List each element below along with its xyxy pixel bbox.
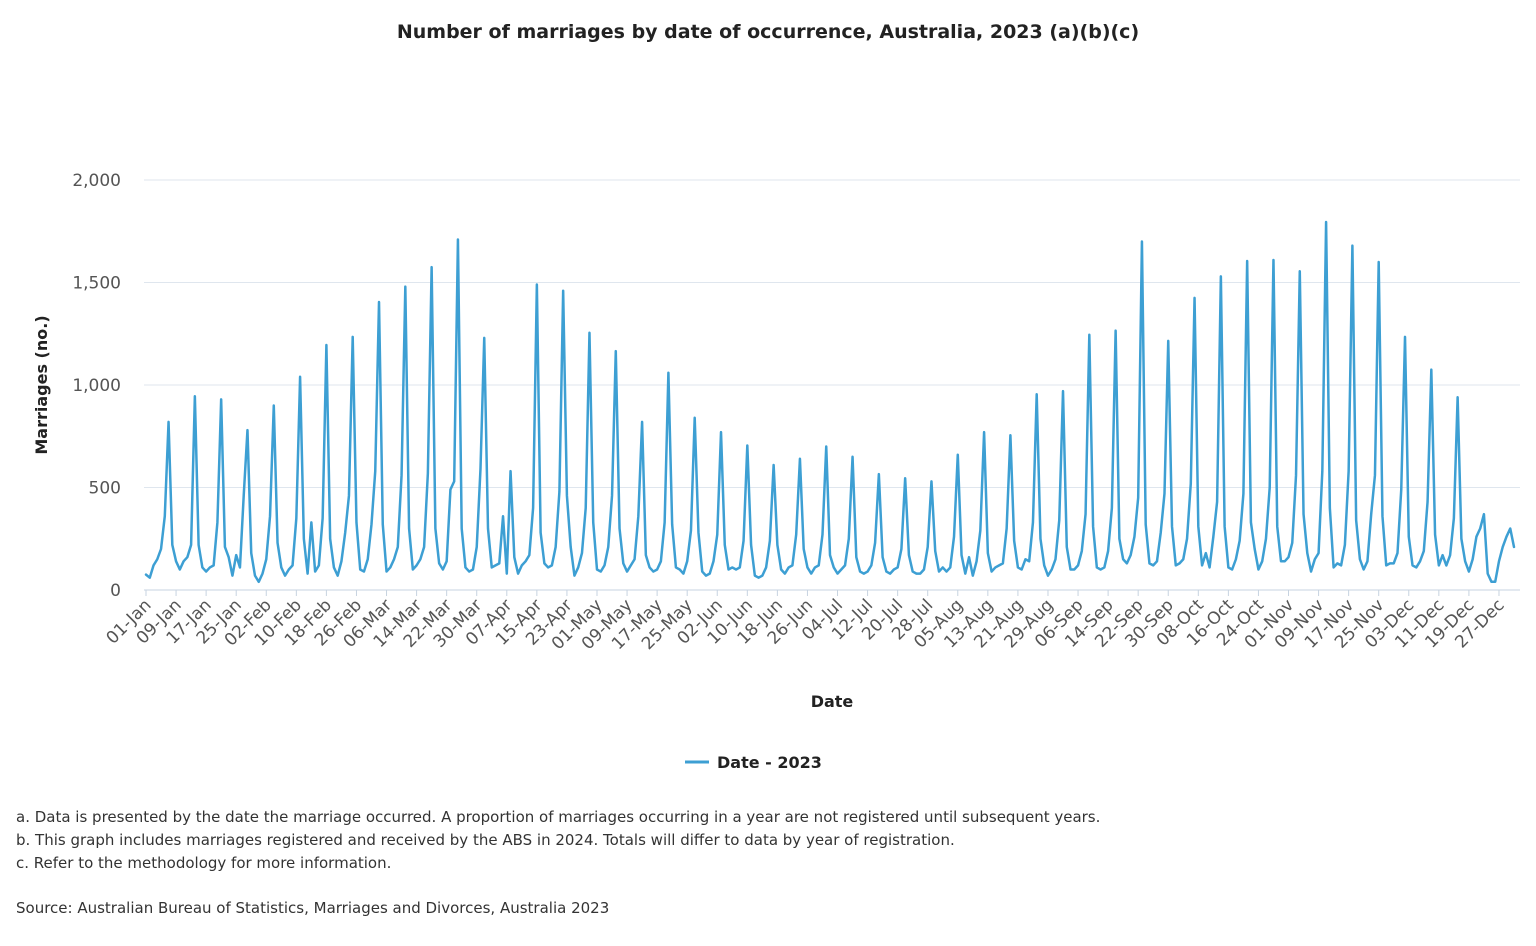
y-tick-label: 1,500 [72,274,121,294]
series-line-2023[interactable] [144,220,1516,584]
gridlines [144,179,1520,488]
x-axis-ticks: 01-Jan09-Jan17-Jan25-Jan02-Feb10-Feb18-F… [103,590,1509,654]
y-tick-label: 0 [110,581,121,601]
y-tick-label: 1,000 [72,376,121,396]
marriages-line-chart: Number of marriages by date of occurrenc… [32,21,1520,772]
footnote-b: b. This graph includes marriages registe… [16,831,955,849]
y-axis-title: Marriages (no.) [32,315,51,454]
y-tick-label: 500 [89,479,121,499]
footnote-c: c. Refer to the methodology for more inf… [16,854,392,872]
legend[interactable]: Date - 2023 [685,753,822,772]
y-tick-label: 2,000 [72,171,121,191]
footnote-a: a. Data is presented by the date the mar… [16,808,1101,826]
series-layer [144,220,1516,584]
source-note: Source: Australian Bureau of Statistics,… [16,899,610,917]
chart-title: Number of marriages by date of occurrenc… [397,21,1139,43]
legend-label[interactable]: Date - 2023 [717,753,822,772]
footnotes: a. Data is presented by the date the mar… [16,806,1100,875]
y-axis-ticks: 0 500 1,000 1,500 2,000 [72,171,121,601]
x-axis-title: Date [811,692,854,711]
